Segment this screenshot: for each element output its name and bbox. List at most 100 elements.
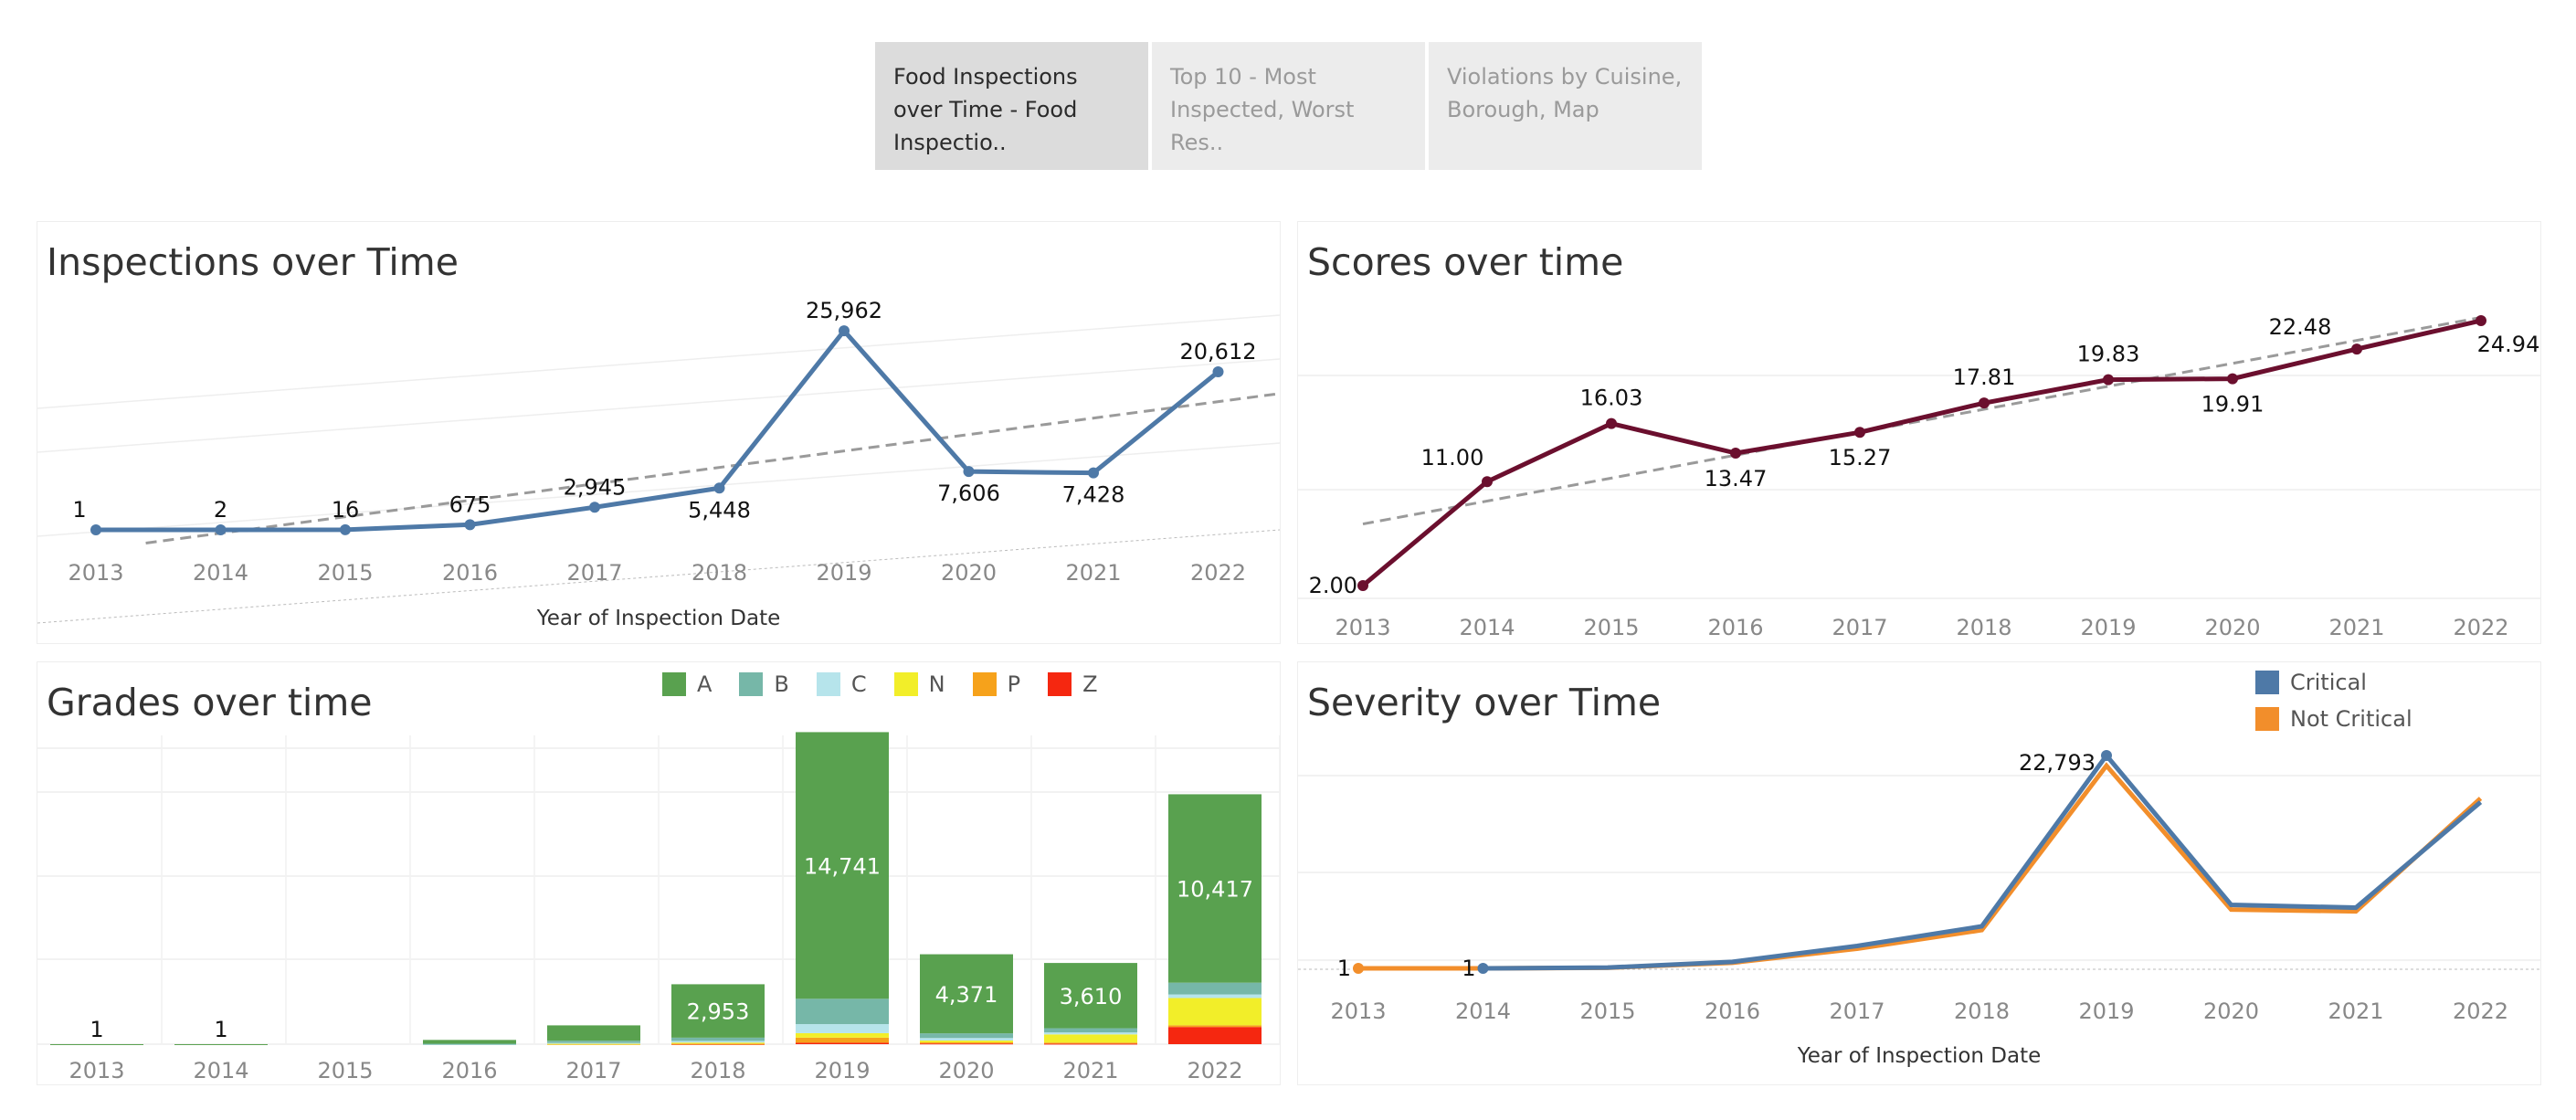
- grades-title: Grades over time: [47, 681, 373, 724]
- x-tick-label: 2014: [193, 560, 248, 586]
- legend-label-a: A: [697, 671, 713, 697]
- legend-label-n: N: [928, 671, 945, 697]
- x-tick-label: 2019: [816, 560, 871, 586]
- data-label: 5,448: [688, 497, 751, 523]
- data-point: [1088, 467, 1099, 479]
- bar-segment: [547, 1025, 640, 1041]
- x-axis-label: Year of Inspection Date: [1797, 1044, 2042, 1068]
- bar-segment: [1044, 1043, 1137, 1045]
- data-label: 10,417: [1177, 877, 1253, 903]
- data-label: 19.91: [2201, 392, 2265, 417]
- data-label: 15.27: [1829, 445, 1892, 470]
- legend-label-b: B: [774, 671, 789, 697]
- legend-item-b[interactable]: B: [739, 671, 789, 697]
- bar-segment: [1044, 963, 1137, 1029]
- legend-item-critical[interactable]: Critical: [2255, 670, 2412, 695]
- x-tick-label: 2021: [2328, 615, 2384, 640]
- data-label: 20,612: [1180, 339, 1257, 365]
- data-point: [1212, 366, 1224, 378]
- data-point: [90, 523, 101, 535]
- x-tick-label: 2013: [69, 1058, 124, 1083]
- data-label: 4,371: [935, 982, 998, 1008]
- bar-segment: [547, 1042, 640, 1044]
- x-tick-label: 2017: [1829, 998, 1884, 1024]
- data-label: 3,610: [1060, 984, 1123, 1009]
- data-label: 16.03: [1580, 386, 1643, 411]
- data-label: 22.48: [2269, 314, 2332, 340]
- bar-segment: [920, 1043, 1013, 1045]
- x-tick-label: 2013: [68, 560, 123, 586]
- legend-item-z[interactable]: Z: [1048, 671, 1098, 697]
- data-point: [839, 325, 850, 337]
- x-tick-label: 2022: [2453, 615, 2508, 640]
- legend-label-not-critical: Not Critical: [2290, 706, 2412, 732]
- swatch-critical: [2255, 671, 2279, 694]
- legend-item-a[interactable]: A: [662, 671, 712, 697]
- data-point: [1353, 962, 1364, 974]
- data-label: 16: [332, 497, 360, 523]
- bar-segment: [423, 1040, 516, 1044]
- legend-item-n[interactable]: N: [893, 671, 945, 697]
- x-tick-label: 2020: [938, 1058, 994, 1083]
- scores-title: Scores over time: [1307, 240, 1624, 284]
- swatch-a: [662, 672, 686, 696]
- data-label: 14,741: [804, 853, 881, 879]
- scores-panel: Scores over time 2.00 11.00 16.03 13.47 15.2…: [1297, 221, 2541, 644]
- bar-segment: [1044, 1028, 1137, 1033]
- data-point: [1979, 397, 1990, 409]
- x-axis-label: Year of Inspection Date: [536, 607, 781, 630]
- x-tick-label: 2016: [441, 1058, 497, 1083]
- x-tick-label: 2013: [1335, 615, 1390, 640]
- x-tick-label: 2020: [2204, 615, 2260, 640]
- x-tick-label: 2022: [2453, 998, 2508, 1024]
- bar-segment: [1168, 1027, 1262, 1044]
- bar-segment: [547, 1041, 640, 1043]
- x-tick-label: 2017: [1832, 615, 1887, 640]
- data-label: 13.47: [1705, 466, 1768, 491]
- bar-segment: [50, 1043, 143, 1045]
- tab-violations-by-cuisine[interactable]: Violations by Cuisine, Borough, Map: [1429, 42, 1702, 170]
- legend-label-c: C: [850, 671, 867, 697]
- gridline: [37, 442, 1281, 537]
- swatch-c: [816, 672, 840, 696]
- data-label: 1: [1337, 956, 1351, 981]
- data-label: 17.81: [1953, 365, 2016, 390]
- swatch-z: [1048, 672, 1072, 696]
- inspections-title: Inspections over Time: [47, 240, 459, 284]
- data-point: [1477, 962, 1489, 974]
- data-point: [2101, 750, 2112, 761]
- bar-segment: [1168, 794, 1262, 983]
- data-point: [464, 519, 476, 531]
- data-label: 25,962: [806, 298, 882, 323]
- tab-food-inspections-over-time[interactable]: Food Inspections over Time - Food Inspec…: [875, 42, 1148, 170]
- x-tick-label: 2015: [1579, 998, 1635, 1024]
- legend-label-critical: Critical: [2290, 670, 2367, 695]
- x-tick-label: 2021: [2328, 998, 2383, 1024]
- legend-item-p[interactable]: P: [972, 671, 1020, 697]
- swatch-b: [739, 672, 764, 696]
- severity-legend: Critical Not Critical: [2255, 670, 2412, 732]
- data-point: [713, 482, 725, 494]
- bar-segment: [1044, 1032, 1137, 1035]
- data-label: 7,428: [1062, 482, 1125, 508]
- legend-item-c[interactable]: C: [816, 671, 867, 697]
- gridline: [37, 314, 1281, 409]
- bar-segment: [1168, 994, 1262, 998]
- x-tick-label: 2019: [2078, 998, 2134, 1024]
- data-label: 19.83: [2077, 342, 2140, 367]
- bar-segment: [174, 1043, 268, 1045]
- inspections-chart: 1 2 16 675 2,945 5,448 25,962 7,606 7,428 20,612 2…: [37, 298, 1281, 630]
- x-tick-label: 2020: [2203, 998, 2259, 1024]
- bar-segment: [920, 1033, 1013, 1039]
- grades-legend: A B C N P Z: [662, 671, 1098, 697]
- x-tick-label: 2013: [1330, 998, 1386, 1024]
- bar-segment: [920, 1041, 1013, 1043]
- bar-segment: [796, 1024, 889, 1033]
- bar-segment: [671, 984, 765, 1038]
- legend-item-not-critical[interactable]: Not Critical: [2255, 706, 2412, 732]
- bar-segment: [796, 732, 889, 999]
- trend-line: [1362, 316, 2482, 526]
- tab-top-10-most-inspected[interactable]: Top 10 - Most Inspected, Worst Res..: [1152, 42, 1425, 170]
- bar-segment: [1168, 1025, 1262, 1028]
- data-point: [340, 523, 351, 535]
